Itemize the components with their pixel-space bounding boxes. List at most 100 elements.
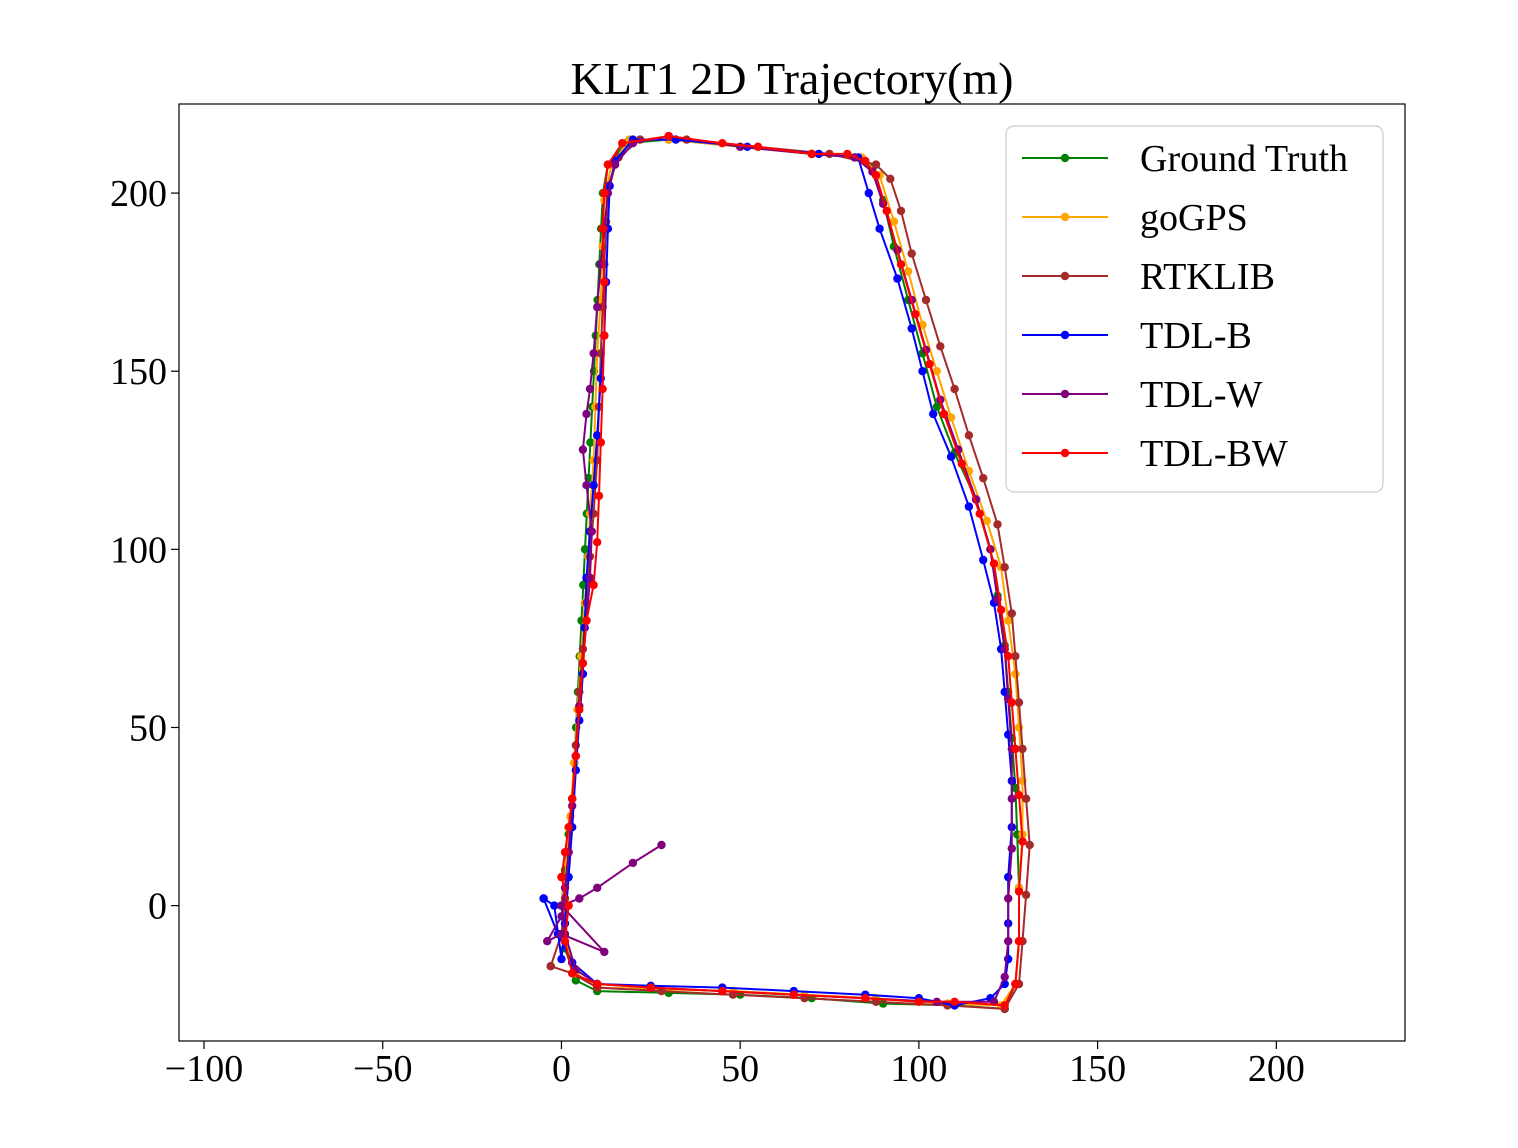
data-point (1021, 794, 1031, 803)
legend-item: TDL-W (1022, 374, 1263, 416)
data-point (543, 937, 552, 946)
legend-label: TDL-BW (1140, 433, 1288, 475)
data-point (546, 962, 555, 971)
data-point (1011, 652, 1020, 661)
data-point (593, 538, 602, 547)
data-point (882, 206, 891, 216)
legend-swatch-marker (1060, 389, 1070, 399)
legend-item: Ground Truth (1022, 138, 1348, 180)
data-point (1007, 609, 1016, 618)
x-axis-ticks: −100 −50 0 50 100 150 200 (165, 1041, 1305, 1090)
data-point (587, 527, 596, 536)
data-point (1021, 890, 1031, 900)
data-point (843, 149, 852, 159)
data-point (878, 999, 888, 1008)
data-point (921, 295, 931, 305)
x-tick-label: −50 (353, 1048, 412, 1090)
legend-items: Ground Truth goGPS RTKLIB TDL-B TDL-W TDL-BW (1022, 138, 1348, 475)
data-point (585, 384, 595, 394)
data-point (939, 409, 949, 419)
data-point (582, 616, 591, 625)
data-point (1011, 979, 1020, 989)
data-point (610, 160, 620, 169)
data-point (539, 894, 548, 903)
data-point (593, 883, 602, 892)
series-line (560, 135, 1024, 1007)
data-point (580, 545, 590, 554)
data-point (589, 580, 598, 590)
data-point (964, 431, 974, 440)
x-tick-label: 200 (1248, 1048, 1305, 1090)
data-point (600, 947, 609, 957)
legend: Ground Truth goGPS RTKLIB TDL-B TDL-W TDL-BW (1005, 125, 1384, 493)
data-point (864, 188, 873, 198)
data-point (589, 481, 598, 490)
legend-label: TDL-W (1140, 374, 1263, 416)
data-point (907, 324, 916, 333)
data-point (575, 894, 584, 903)
data-point (618, 139, 627, 148)
legend-swatch-marker (1060, 212, 1070, 222)
data-point (929, 409, 938, 419)
data-point (889, 217, 899, 226)
data-point (911, 310, 920, 319)
y-axis-ticks: 0 50 100 150 200 (110, 173, 179, 928)
legend-swatch-marker (1060, 153, 1070, 163)
data-point (586, 438, 595, 447)
data-point (1004, 872, 1013, 882)
data-point (753, 142, 763, 151)
data-point (664, 131, 673, 141)
series-line (560, 138, 1020, 1010)
legend-item: goGPS (1022, 197, 1248, 239)
data-point (1000, 972, 1009, 982)
data-point (571, 976, 580, 985)
series-2 (546, 135, 1034, 1014)
data-point (596, 438, 605, 447)
data-point (582, 481, 591, 490)
data-point (589, 349, 598, 358)
series-line (546, 135, 1013, 1003)
data-point (875, 224, 884, 233)
x-tick-label: 50 (721, 1048, 759, 1090)
data-point (560, 848, 570, 857)
data-point (603, 160, 613, 169)
data-point (1018, 837, 1027, 846)
series-5 (557, 131, 1027, 1010)
data-point (896, 206, 906, 216)
data-point (932, 367, 941, 376)
data-point (593, 431, 602, 440)
data-point (979, 555, 988, 565)
series-0 (557, 135, 1024, 1014)
data-point (564, 901, 573, 910)
data-point (571, 751, 580, 761)
y-tick-label: 50 (129, 707, 167, 749)
legend-item: TDL-B (1022, 315, 1252, 357)
data-point (982, 516, 991, 525)
x-tick-label: 100 (890, 1048, 947, 1090)
data-point (1007, 844, 1016, 853)
data-point (1014, 937, 1024, 946)
data-point (950, 384, 959, 394)
data-point (861, 156, 870, 166)
data-point (946, 413, 956, 422)
data-point (964, 502, 974, 511)
data-point (1014, 887, 1024, 896)
data-point (598, 384, 607, 394)
data-point (1018, 744, 1027, 754)
data-point (646, 983, 655, 992)
data-point (936, 342, 945, 351)
data-point (598, 224, 607, 233)
data-point (871, 160, 881, 169)
data-point (914, 997, 924, 1006)
data-point (1000, 563, 1009, 572)
data-point (1004, 616, 1013, 625)
x-tick-label: 0 (552, 1048, 571, 1090)
data-point (1007, 698, 1016, 707)
data-point (979, 473, 988, 483)
data-point (557, 872, 566, 882)
data-point (932, 402, 941, 411)
data-point (578, 445, 588, 454)
data-point (904, 267, 913, 276)
y-tick-label: 150 (110, 351, 167, 393)
data-point (1004, 652, 1013, 661)
